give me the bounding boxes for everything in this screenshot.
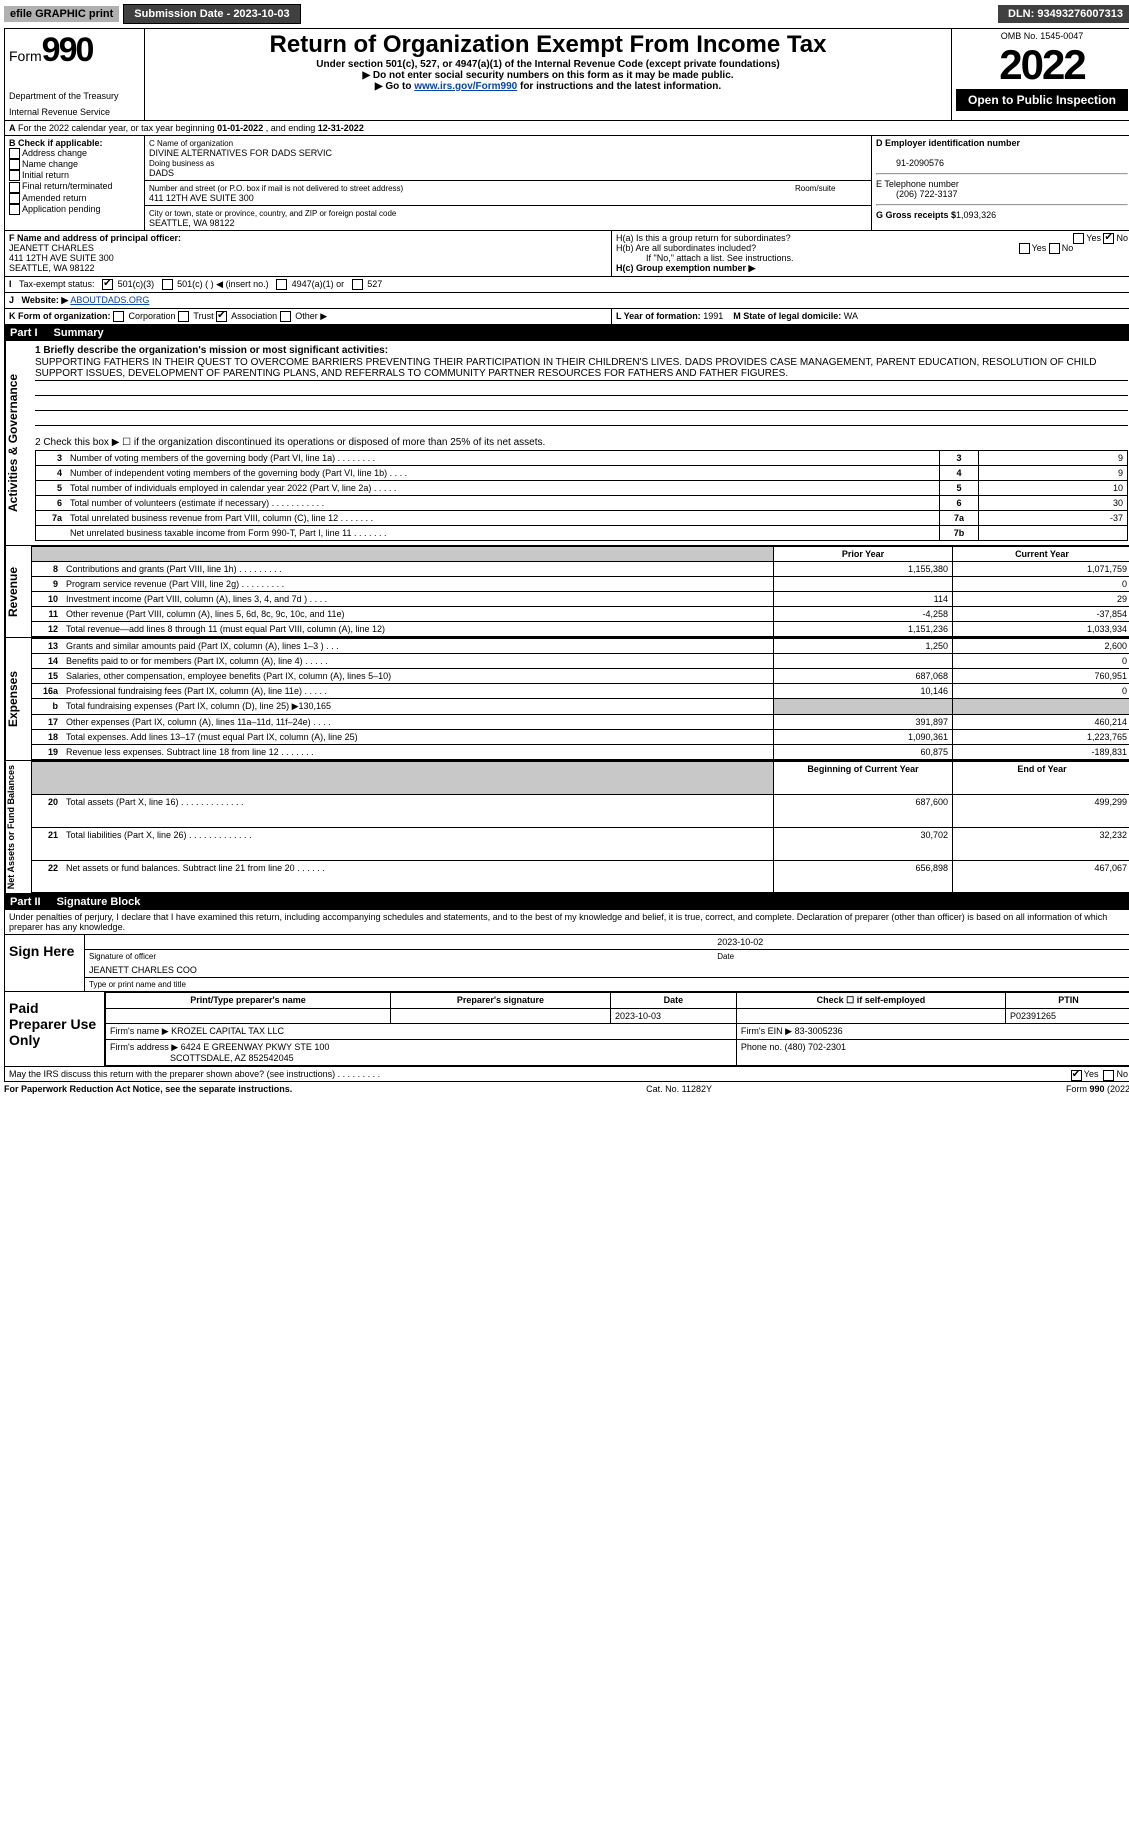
checkbox-icon[interactable] — [113, 311, 124, 322]
ag-table: 3Number of voting members of the governi… — [35, 450, 1128, 541]
form-header: Form990 Department of the Treasury Inter… — [4, 28, 1129, 121]
table-row: 5Total number of individuals employed in… — [36, 481, 1128, 496]
page-footer: For Paperwork Reduction Act Notice, see … — [4, 1082, 1129, 1096]
checkbox-icon[interactable] — [216, 311, 227, 322]
section-H: H(a) Is this a group return for subordin… — [612, 231, 1129, 276]
table-row: 18Total expenses. Add lines 13–17 (must … — [32, 730, 1129, 745]
open-inspection: Open to Public Inspection — [956, 89, 1128, 111]
table-row: 8Contributions and grants (Part VIII, li… — [32, 562, 1129, 577]
table-row: 11Other revenue (Part VIII, column (A), … — [32, 607, 1129, 622]
table-row: 6Total number of volunteers (estimate if… — [36, 496, 1128, 511]
table-row: 3Number of voting members of the governi… — [36, 451, 1128, 466]
form-number: 990 — [42, 31, 93, 69]
declaration: Under penalties of perjury, I declare th… — [4, 910, 1129, 935]
efile-label: efile GRAPHIC print — [4, 6, 119, 22]
checkbox-icon[interactable] — [9, 159, 20, 170]
paid-preparer: Paid Preparer Use Only Print/Type prepar… — [4, 992, 1129, 1067]
omb-label: OMB No. 1545-0047 — [956, 31, 1128, 41]
checkbox-icon[interactable] — [1019, 243, 1030, 254]
expenses-section: Expenses 13Grants and similar amounts pa… — [4, 638, 1129, 761]
table-row: 12Total revenue—add lines 8 through 11 (… — [32, 622, 1129, 637]
form-note2: ▶ Go to www.irs.gov/Form990 for instruct… — [149, 81, 947, 92]
sign-here: Sign Here 2023-10-02 Signature of office… — [4, 935, 1129, 992]
section-B: B Check if applicable: Address change Na… — [5, 136, 145, 230]
table-row: 21Total liabilities (Part X, line 26) . … — [32, 827, 1129, 860]
table-row: 17Other expenses (Part IX, column (A), l… — [32, 715, 1129, 730]
checkbox-icon[interactable] — [1071, 1070, 1082, 1081]
expenses-table: 13Grants and similar amounts paid (Part … — [31, 638, 1129, 760]
submission-btn[interactable]: Submission Date - 2023-10-03 — [123, 4, 300, 24]
website-link[interactable]: ABOUTDADS.ORG — [70, 295, 149, 305]
mission-text: SUPPORTING FATHERS IN THEIR QUEST TO OVE… — [35, 356, 1128, 381]
irs-label: Internal Revenue Service — [9, 107, 110, 117]
revenue-section: Revenue Prior YearCurrent Year 8Contribu… — [4, 546, 1129, 638]
section-DEG: D Employer identification number 91-2090… — [872, 136, 1129, 230]
checkbox-icon[interactable] — [9, 204, 20, 215]
activities-governance: Activities & Governance 1 Briefly descri… — [4, 341, 1129, 546]
form-subtitle: Under section 501(c), 527, or 4947(a)(1)… — [149, 59, 947, 70]
form-note1: ▶ Do not enter social security numbers o… — [149, 70, 947, 81]
checkbox-icon[interactable] — [1103, 1070, 1114, 1081]
table-row: bTotal fundraising expenses (Part IX, co… — [32, 699, 1129, 715]
table-row: Net unrelated business taxable income fr… — [36, 526, 1128, 541]
topbar: efile GRAPHIC print Submission Date - 20… — [4, 4, 1129, 24]
table-row: 4Number of independent voting members of… — [36, 466, 1128, 481]
form-word: Form — [9, 48, 42, 64]
revenue-table: Prior YearCurrent Year 8Contributions an… — [31, 546, 1129, 637]
irs-link[interactable]: www.irs.gov/Form990 — [414, 81, 517, 92]
section-J: J Website: ▶ ABOUTDADS.ORG — [4, 293, 1129, 309]
part1-header: Part I Summary — [4, 325, 1129, 341]
checkbox-icon[interactable] — [276, 279, 287, 290]
table-row: 20Total assets (Part X, line 16) . . . .… — [32, 795, 1129, 828]
period-line: A For the 2022 calendar year, or tax yea… — [4, 121, 1129, 136]
section-I: I Tax-exempt status: 501(c)(3) 501(c) ( … — [4, 277, 1129, 293]
checkbox-icon[interactable] — [352, 279, 363, 290]
table-row: 7aTotal unrelated business revenue from … — [36, 511, 1128, 526]
form-title: Return of Organization Exempt From Incom… — [149, 31, 947, 59]
checkbox-icon[interactable] — [1049, 243, 1060, 254]
table-row: 13Grants and similar amounts paid (Part … — [32, 639, 1129, 654]
section-C: C Name of organizationDIVINE ALTERNATIVE… — [145, 136, 872, 230]
tax-year: 2022 — [956, 41, 1128, 89]
checkbox-icon[interactable] — [9, 182, 20, 193]
block-FH: F Name and address of principal officer:… — [4, 231, 1129, 277]
block-BCDE: B Check if applicable: Address change Na… — [4, 136, 1129, 231]
netassets-section: Net Assets or Fund Balances Beginning of… — [4, 761, 1129, 894]
part2-header: Part II Signature Block — [4, 894, 1129, 910]
table-row: 19Revenue less expenses. Subtract line 1… — [32, 745, 1129, 760]
checkbox-icon[interactable] — [102, 279, 113, 290]
checkbox-icon[interactable] — [9, 193, 20, 204]
section-KLM: K Form of organization: Corporation Trus… — [4, 309, 1129, 325]
table-row: 16aProfessional fundraising fees (Part I… — [32, 684, 1129, 699]
discuss-line: May the IRS discuss this return with the… — [4, 1067, 1129, 1082]
table-row: 15Salaries, other compensation, employee… — [32, 669, 1129, 684]
checkbox-icon[interactable] — [9, 170, 20, 181]
section-F: F Name and address of principal officer:… — [5, 231, 612, 276]
checkbox-icon[interactable] — [280, 311, 291, 322]
checkbox-icon[interactable] — [178, 311, 189, 322]
checkbox-icon[interactable] — [1103, 233, 1114, 244]
table-row: 14Benefits paid to or for members (Part … — [32, 654, 1129, 669]
dept-label: Department of the Treasury — [9, 91, 119, 101]
checkbox-icon[interactable] — [9, 148, 20, 159]
checkbox-icon[interactable] — [162, 279, 173, 290]
netassets-table: Beginning of Current YearEnd of Year 20T… — [31, 761, 1129, 893]
dln-label: DLN: 93493276007313 — [998, 5, 1129, 23]
table-row: 9Program service revenue (Part VIII, lin… — [32, 577, 1129, 592]
table-row: 10Investment income (Part VIII, column (… — [32, 592, 1129, 607]
checkbox-icon[interactable] — [1073, 233, 1084, 244]
table-row: 22Net assets or fund balances. Subtract … — [32, 860, 1129, 893]
